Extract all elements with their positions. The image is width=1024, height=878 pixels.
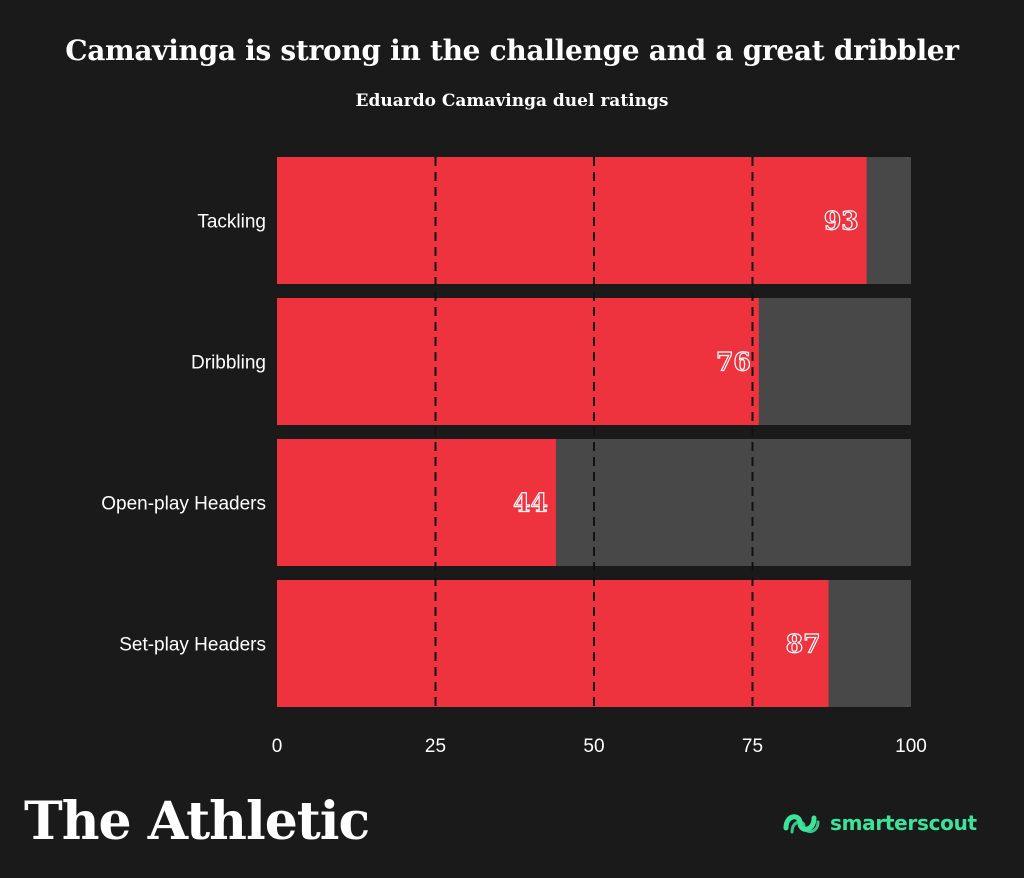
category-label: Dribbling	[191, 353, 266, 374]
x-tick-label: 25	[425, 736, 446, 757]
the-athletic-logo: The Athletic	[24, 791, 370, 852]
bar	[277, 439, 556, 566]
data-label: 44	[513, 489, 548, 518]
chart-subtitle: Eduardo Camavinga duel ratings	[355, 91, 669, 111]
x-tick-label: 75	[742, 736, 763, 757]
smarterscout-wordmark: smarterscout	[830, 811, 977, 835]
data-label: 76	[716, 348, 751, 377]
x-tick-label: 50	[583, 736, 604, 757]
smarterscout-icon	[783, 814, 820, 834]
bar	[277, 580, 829, 707]
bar	[277, 298, 759, 425]
smarterscout-logo: smarterscout	[780, 806, 977, 840]
category-label: Open-play Headers	[101, 494, 266, 515]
category-label: Set-play Headers	[119, 635, 266, 656]
data-label: 87	[786, 630, 821, 659]
bar	[277, 157, 867, 284]
x-tick-label: 100	[895, 736, 927, 757]
chart-title: Camavinga is strong in the challenge and…	[65, 34, 959, 67]
x-tick-label: 0	[272, 736, 283, 757]
category-label: Tackling	[197, 212, 266, 233]
bar-chart: Tackling Dribbling Open-play Headers Set-pl…	[101, 157, 927, 757]
data-label: 93	[824, 207, 859, 236]
